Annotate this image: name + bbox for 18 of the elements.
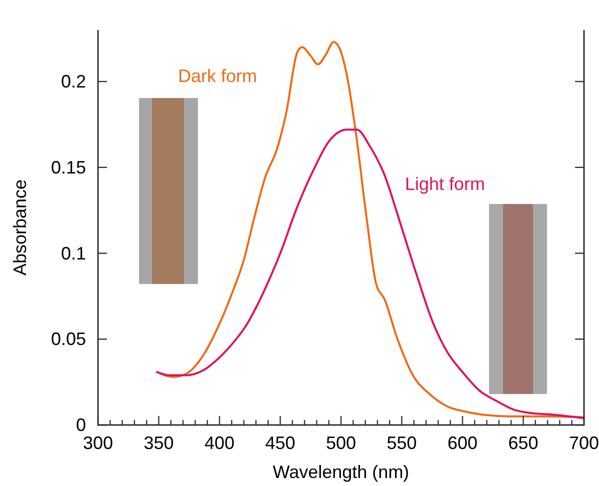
y-tick-label: 0.1 xyxy=(60,243,86,264)
x-tick-label: 300 xyxy=(82,433,114,453)
x-tick-label: 500 xyxy=(326,433,356,453)
y-tick-label: 0 xyxy=(76,415,86,435)
x-tick-label: 700 xyxy=(568,433,599,453)
x-tick-label: 600 xyxy=(447,433,478,453)
x-tick-label: 350 xyxy=(144,433,174,453)
series-label: Light form xyxy=(405,174,486,194)
x-tick-label: 550 xyxy=(386,433,417,453)
y-tick-label: 0.05 xyxy=(50,329,86,350)
y-axis-title: Absorbance xyxy=(10,179,30,276)
x-tick-label: 400 xyxy=(204,433,235,453)
y-tick-label: 0.15 xyxy=(50,157,86,178)
y-tick-label: 0.2 xyxy=(60,72,86,92)
x-axis-title: Wavelength (nm) xyxy=(272,462,410,482)
series-label: Dark form xyxy=(178,66,258,86)
x-tick-label: 650 xyxy=(508,433,538,453)
x-tick-label: 450 xyxy=(265,433,296,453)
